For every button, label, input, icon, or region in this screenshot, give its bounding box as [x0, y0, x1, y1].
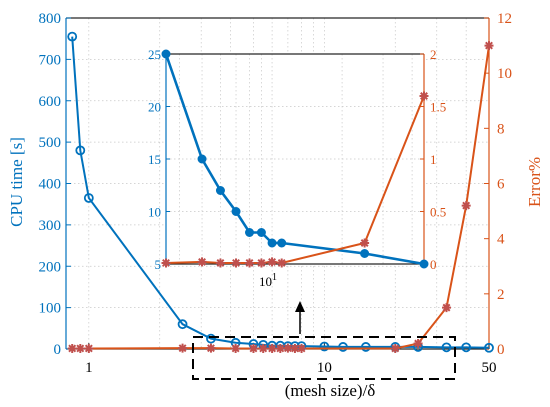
x-tick-label: 10 [317, 360, 332, 376]
cpu-time-point [461, 342, 472, 353]
inset-y-right-tick-label: 2 [430, 47, 437, 62]
y-left-tick-label: 100 [39, 301, 62, 317]
inset-y-right-tick-label: 0.5 [430, 205, 446, 220]
inset-cpu-time-point [231, 207, 241, 216]
inset-x-tick-label: 101 [259, 272, 277, 289]
error-point [258, 343, 268, 353]
inset-grid: 5 10 15 20 25 0 0.5 1 1.5 2 101 [148, 47, 446, 289]
inset-cpu-time-line [164, 53, 425, 266]
cpu-time-point [67, 31, 78, 42]
x-tick-label: 1 [85, 360, 93, 376]
inset-chart: 5 10 15 20 25 0 0.5 1 1.5 2 101 [148, 47, 446, 289]
inset-error-line [165, 95, 425, 264]
y-right-tick-label: 8 [497, 121, 505, 137]
error-point [290, 343, 300, 353]
y-left-tick-label: 800 [39, 11, 62, 27]
error-point [275, 343, 285, 353]
inset-y-left-tick-label: 20 [148, 100, 161, 115]
y-left-tick-label: 200 [39, 259, 62, 275]
inset-error-point [267, 257, 277, 267]
inset-y-left-tick-label: 25 [148, 47, 161, 62]
inset-cpu-time-point [419, 259, 429, 269]
error-point [283, 343, 293, 353]
cpu-time-point [338, 342, 348, 352]
error-point [484, 41, 494, 51]
cpu-time-point [206, 333, 216, 344]
error-point [178, 343, 188, 353]
cpu-time-point [75, 145, 86, 156]
inset-cpu-time-point [161, 49, 171, 59]
cpu-time-point [441, 342, 452, 353]
inset-cpu-time-point [277, 238, 287, 248]
cpu-time-point [177, 319, 188, 330]
y-right-tick-label: 2 [497, 287, 505, 303]
y-left-tick-label: 600 [39, 94, 62, 110]
y-left-tick-label: 300 [39, 218, 62, 234]
cpu-time-point [360, 342, 371, 352]
y-right-tick-label: 10 [497, 66, 512, 82]
y-left-tick-label: 400 [39, 177, 62, 193]
inset-y-left-tick-label: 15 [148, 152, 161, 167]
error-point [206, 343, 216, 353]
inset-error-point [161, 258, 171, 268]
inset-error-point [277, 258, 287, 268]
inset-y-right-tick-label: 0 [430, 257, 437, 272]
error-point [390, 343, 400, 353]
y-right-tick-label: 6 [497, 177, 505, 193]
error-point [75, 343, 85, 353]
inset-cpu-time-point [360, 249, 370, 258]
inset-error-point [231, 258, 241, 268]
error-point [248, 343, 258, 353]
inset-cpu-time-point [215, 186, 225, 195]
error-point [461, 201, 471, 211]
cpu-time-point [83, 193, 94, 203]
axes-text: (mesh size)/δ CPU time [s] Error% [7, 137, 544, 400]
y-left-tick-label: 500 [39, 135, 62, 151]
inset-error-point [256, 258, 266, 268]
error-point [413, 338, 423, 348]
zoom-highlight [192, 301, 456, 380]
y-left-tick-label: 700 [39, 52, 62, 68]
error-point [67, 343, 77, 353]
error-point [84, 343, 94, 353]
inset-cpu-time-point [256, 228, 266, 237]
error-point [267, 343, 277, 353]
y-right-tick-label: 4 [497, 232, 505, 248]
inset-error-point [215, 258, 225, 268]
x-axis-label: (mesh size)/δ [285, 381, 376, 400]
inset-y-left-tick-label: 5 [155, 257, 162, 272]
y-right-tick-label: 0 [497, 342, 505, 358]
inset-error-point [360, 238, 370, 248]
cpu-time-point [484, 342, 494, 353]
inset-error-point [245, 258, 255, 268]
inset-cpu-time-point [245, 228, 255, 237]
inset-error-point [197, 257, 207, 267]
error-point [297, 343, 307, 353]
inset-y-right-tick-label: 1 [430, 152, 437, 167]
y-right-axis-label: Error% [525, 157, 544, 207]
error-point [441, 303, 451, 313]
inset-y-left-tick-label: 10 [148, 205, 161, 220]
inset-y-right-tick-label: 1.5 [430, 100, 446, 115]
cpu-time-point [319, 341, 330, 352]
inset-cpu-time-point [197, 154, 207, 164]
inset-cpu-time-point [267, 238, 277, 248]
inset-error-point [419, 91, 429, 101]
error-point [231, 343, 241, 353]
zoom-arrow-head [295, 301, 305, 312]
y-right-tick-label: 12 [497, 11, 512, 27]
inset-plot [161, 49, 429, 269]
y-left-tick-label: 0 [54, 342, 62, 358]
zoom-region-box [192, 336, 456, 380]
x-tick-label: 50 [482, 360, 497, 376]
y-left-axis-label: CPU time [s] [7, 137, 26, 227]
